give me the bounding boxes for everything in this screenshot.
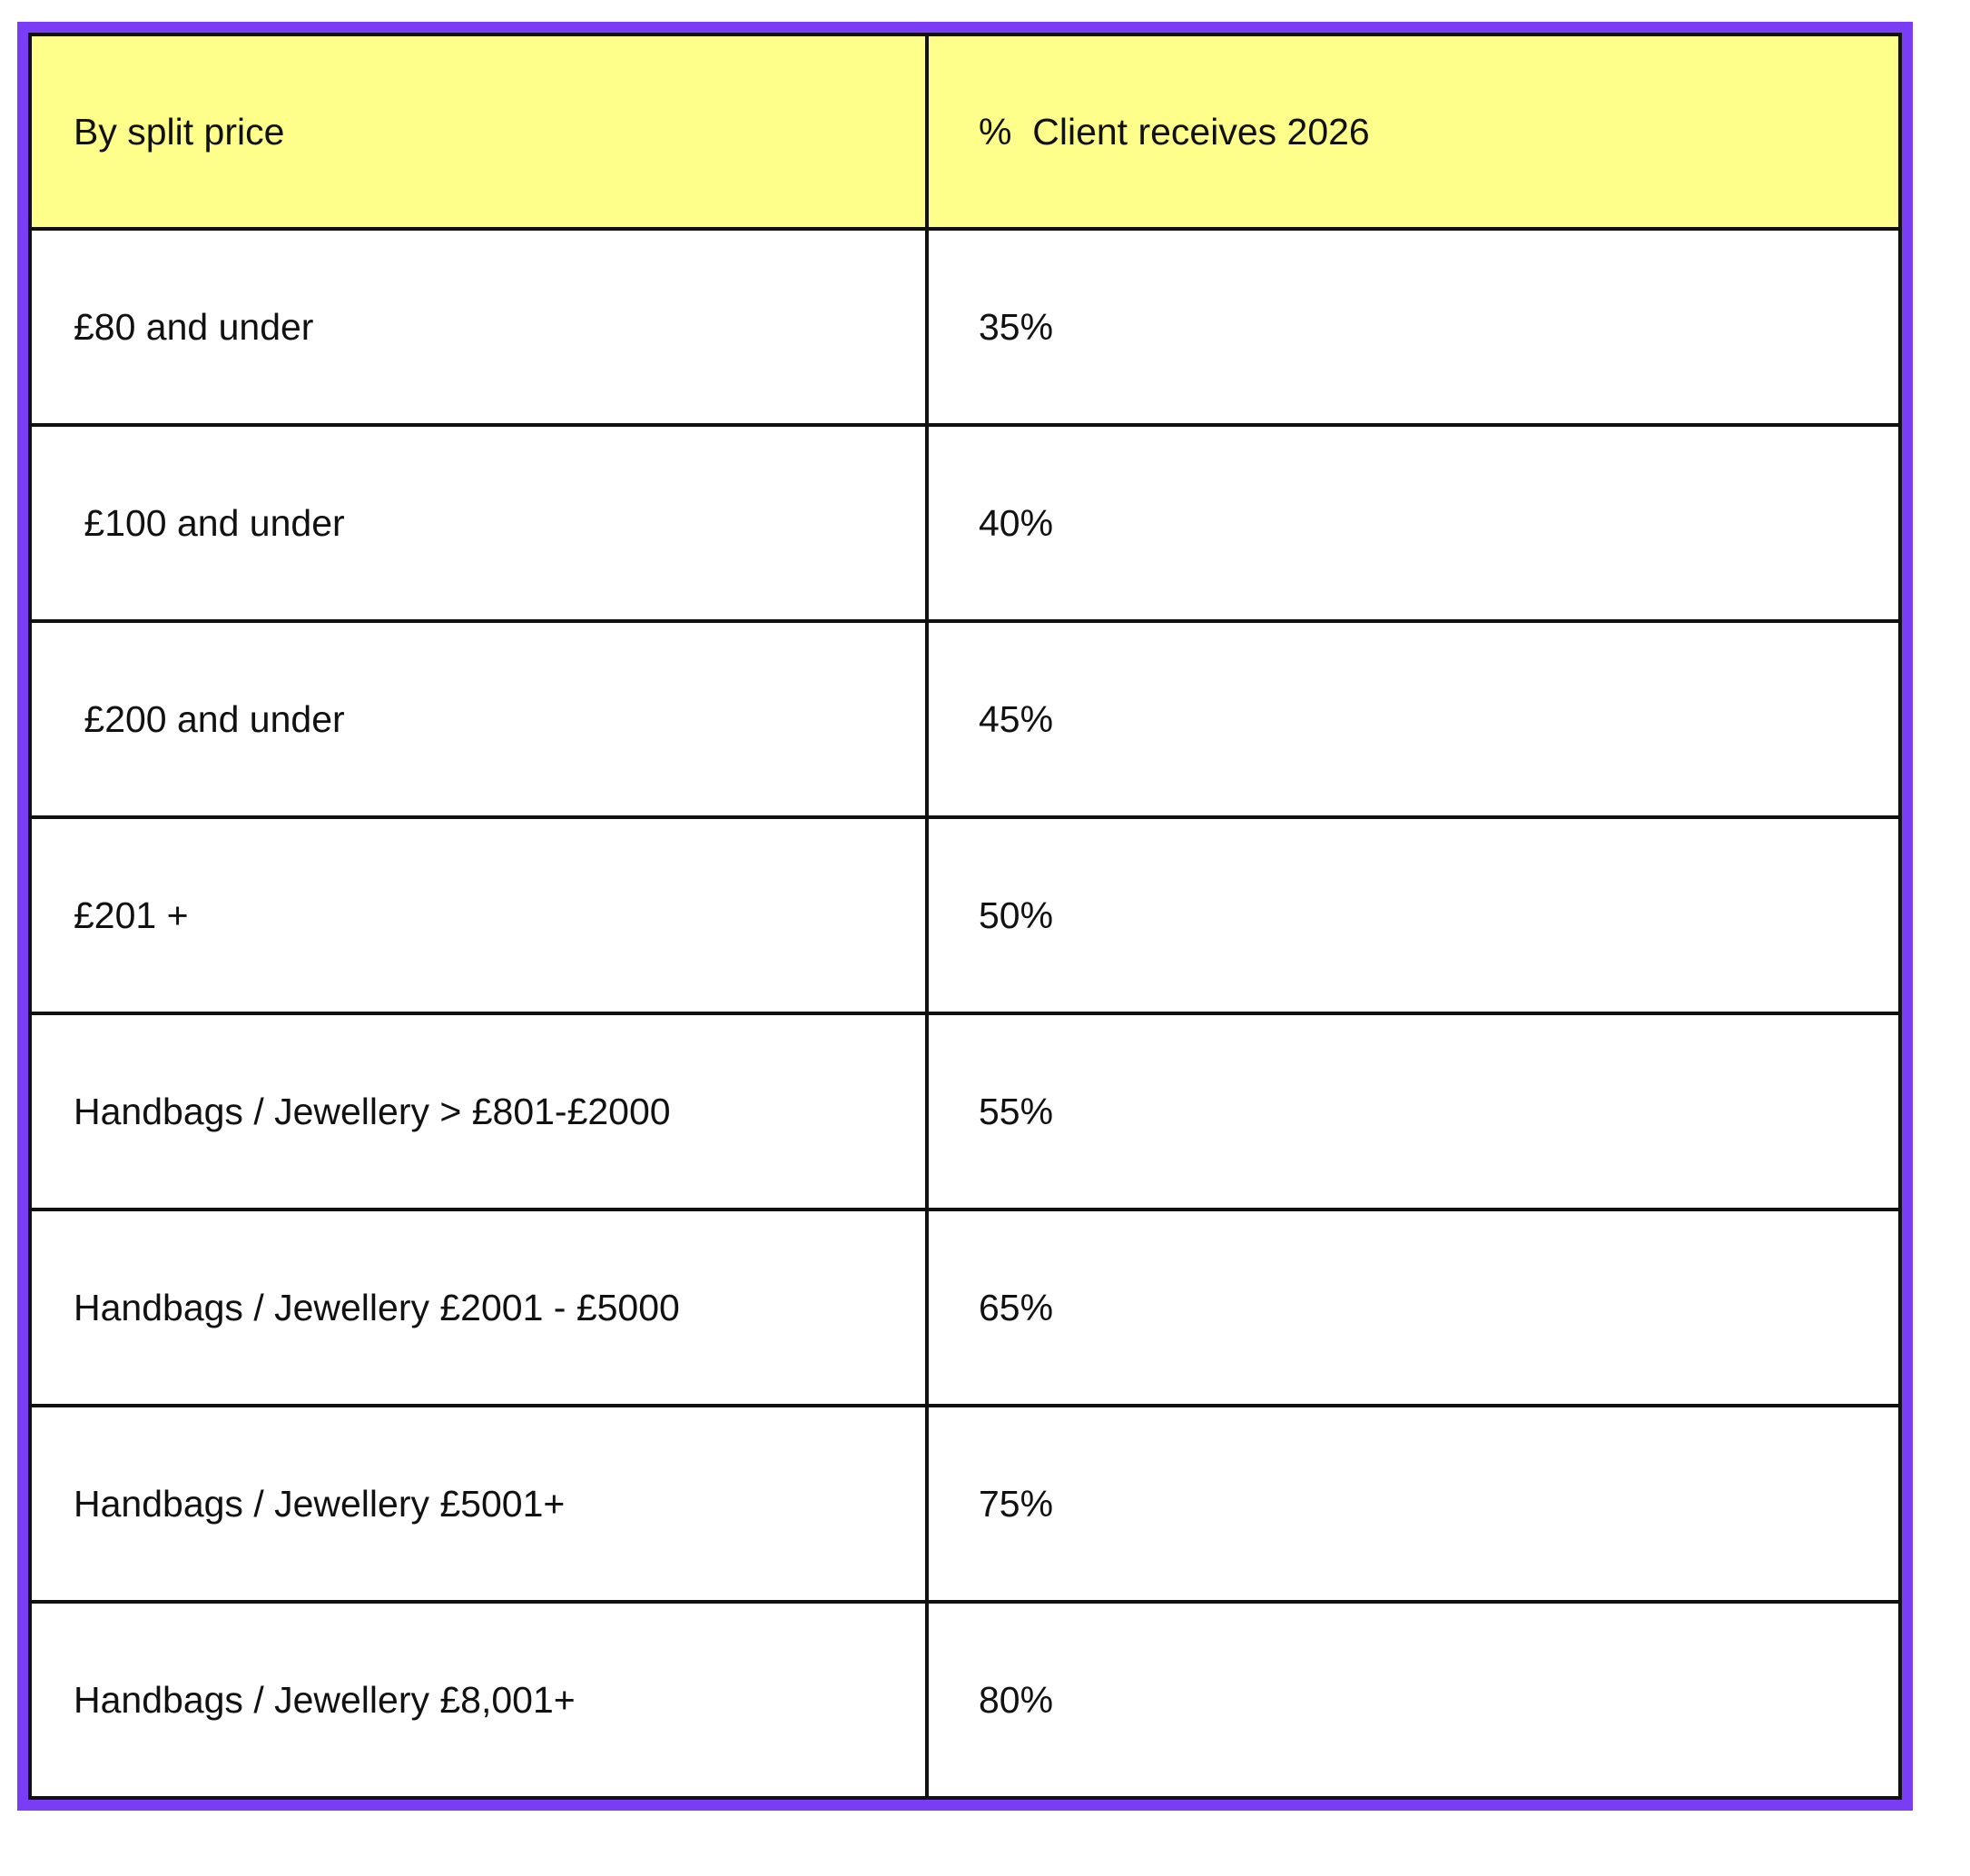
client-percent-cell: 75% [925, 1404, 1902, 1604]
table-row: £100 and under 40% [28, 423, 1902, 623]
price-band-cell: Handbags / Jewellery £5001+ [28, 1404, 929, 1604]
client-percent-cell: 55% [925, 1012, 1902, 1211]
client-percent-cell: 65% [925, 1208, 1902, 1407]
table-row: Handbags / Jewellery £2001 - £5000 65% [28, 1208, 1902, 1407]
price-band-cell: Handbags / Jewellery £8,001+ [28, 1600, 929, 1800]
table-row: Handbags / Jewellery £5001+ 75% [28, 1404, 1902, 1604]
header-client-receives: % Client receives 2026 [925, 33, 1902, 231]
client-percent-cell: 35% [925, 227, 1902, 427]
table-row: Handbags / Jewellery > £801-£2000 55% [28, 1012, 1902, 1211]
client-percent-cell: 45% [925, 619, 1902, 819]
client-percent-cell: 40% [925, 423, 1902, 623]
table-row: £201 +50% [28, 815, 1902, 1015]
split-price-table: By split price % Client receives 2026 £8… [28, 33, 1902, 1800]
price-band-cell: Handbags / Jewellery £2001 - £5000 [28, 1208, 929, 1407]
table-row: £80 and under 35% [28, 227, 1902, 427]
table-row: Handbags / Jewellery £8,001+ 80% [28, 1600, 1902, 1800]
price-band-cell: Handbags / Jewellery > £801-£2000 [28, 1012, 929, 1211]
table-header-row: By split price % Client receives 2026 [28, 33, 1902, 231]
header-split-price: By split price [28, 33, 929, 231]
price-band-cell: £201 + [28, 815, 929, 1015]
client-percent-cell: 50% [925, 815, 1902, 1015]
client-percent-cell: 80% [925, 1600, 1902, 1800]
table-row: £200 and under 45% [28, 619, 1902, 819]
price-band-cell: £200 and under [28, 619, 929, 819]
price-band-cell: £80 and under [28, 227, 929, 427]
price-band-cell: £100 and under [28, 423, 929, 623]
table-frame: By split price % Client receives 2026 £8… [17, 22, 1913, 1811]
